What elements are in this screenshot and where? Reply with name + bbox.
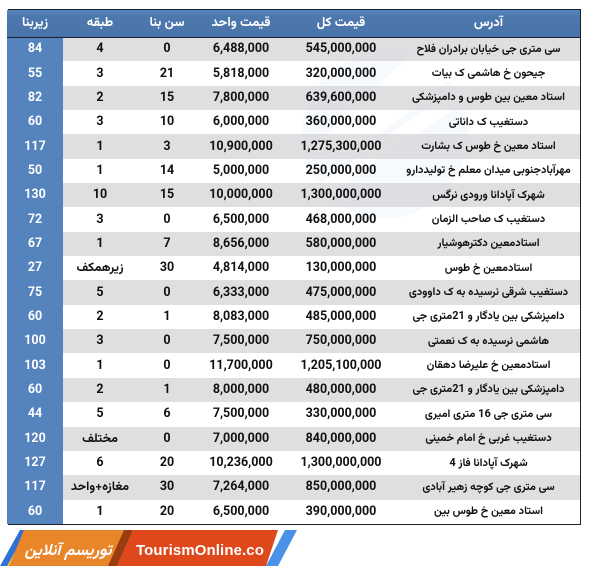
svg-text:TourismOnline.co: TourismOnline.co: [136, 543, 264, 559]
svg-text:توریسم آنلاین: توریسم آنلاین: [24, 539, 113, 564]
